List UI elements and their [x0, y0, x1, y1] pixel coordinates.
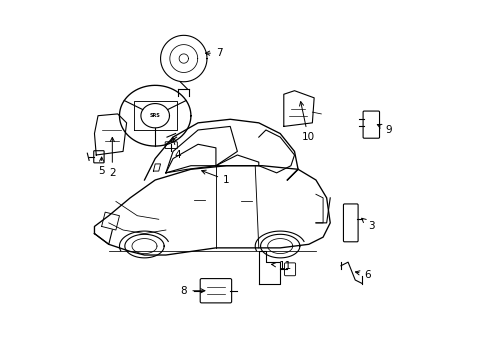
Text: 9: 9 — [377, 125, 391, 135]
Text: 8: 8 — [181, 286, 204, 296]
Text: 11: 11 — [271, 261, 291, 271]
Text: SRS: SRS — [149, 113, 160, 118]
Text: 5: 5 — [98, 157, 105, 176]
Text: 3: 3 — [361, 218, 374, 231]
FancyBboxPatch shape — [165, 142, 177, 149]
Text: 10: 10 — [299, 102, 314, 142]
FancyBboxPatch shape — [343, 204, 357, 242]
Text: 4: 4 — [171, 137, 181, 160]
Text: 7: 7 — [205, 48, 222, 58]
Text: 6: 6 — [355, 270, 370, 280]
Text: 2: 2 — [109, 138, 115, 178]
Text: 1: 1 — [201, 170, 229, 185]
FancyBboxPatch shape — [284, 263, 295, 276]
FancyBboxPatch shape — [200, 279, 231, 303]
FancyBboxPatch shape — [363, 111, 379, 138]
FancyBboxPatch shape — [94, 151, 104, 163]
